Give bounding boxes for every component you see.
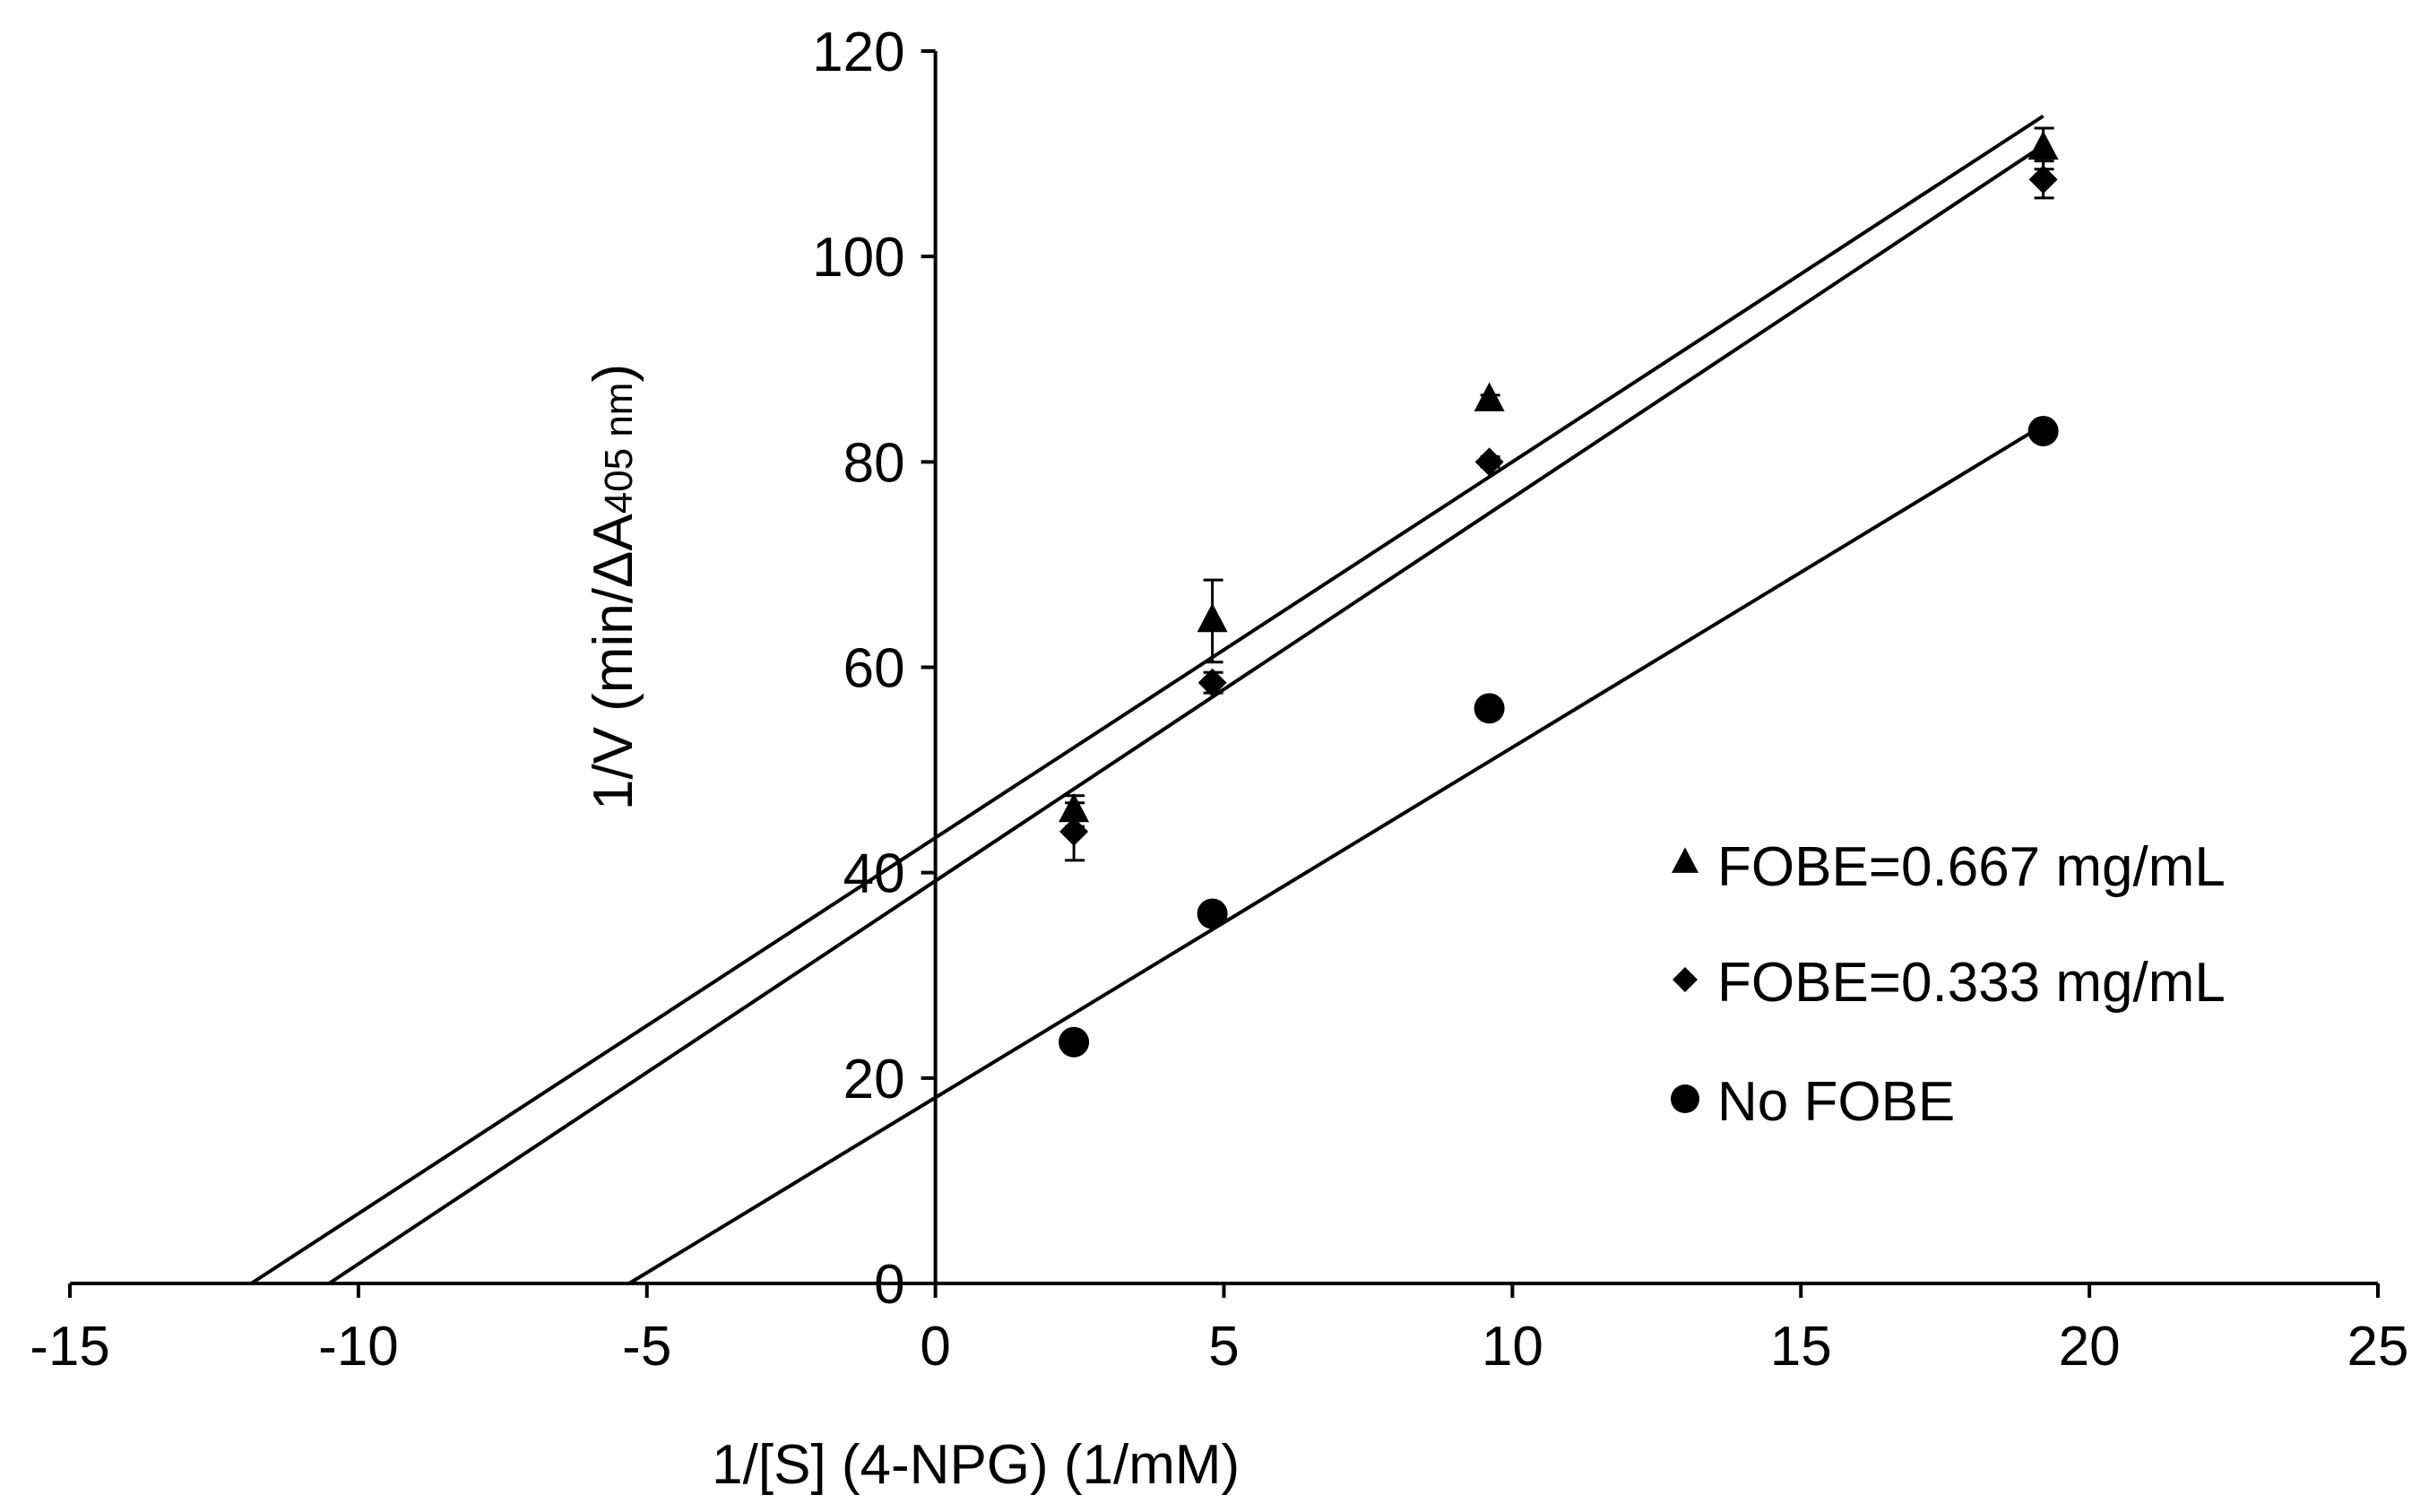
x-tick-label: 25 bbox=[2347, 1316, 2409, 1378]
y-axis-title-subscript: 405 nm bbox=[597, 383, 641, 514]
y-axis-title: 1/V (min/ΔA405 nm) bbox=[583, 364, 644, 810]
y-tick-label: 120 bbox=[812, 22, 904, 83]
fit-line-series-0 bbox=[250, 114, 2044, 1285]
x-tick-label: -15 bbox=[30, 1316, 110, 1378]
data-point-circle bbox=[1474, 693, 1505, 724]
legend-label-fobe-0333: FOBE=0.333 mg/mL bbox=[1717, 952, 2226, 1014]
legend-marker-diamond bbox=[1673, 967, 1698, 992]
data-point-circle bbox=[1197, 898, 1228, 929]
x-tick-label: 5 bbox=[1208, 1316, 1239, 1378]
y-tick-label: 100 bbox=[812, 227, 904, 289]
y-tick-label: 80 bbox=[843, 432, 905, 494]
data-points bbox=[1059, 126, 2059, 1058]
data-point-diamond bbox=[2028, 165, 2058, 194]
legend-marker-circle bbox=[1671, 1084, 1699, 1113]
data-point-diamond bbox=[1197, 668, 1227, 697]
legend-marker-triangle bbox=[1672, 847, 1699, 873]
y-tick-label: 60 bbox=[843, 638, 905, 700]
x-tick-label: 20 bbox=[2059, 1316, 2121, 1378]
y-tick-label: 20 bbox=[843, 1049, 905, 1110]
x-tick-label: 0 bbox=[920, 1316, 950, 1378]
fit-lines bbox=[250, 114, 2044, 1285]
data-point-triangle bbox=[1197, 602, 1228, 633]
x-axis-ticks: -15 -10 -5 0 5 10 15 20 25 bbox=[30, 1283, 2408, 1378]
data-point-diamond bbox=[1474, 447, 1504, 477]
data-point-circle bbox=[1059, 1026, 1090, 1058]
fit-line-series-1 bbox=[327, 143, 2044, 1285]
x-axis-title: 1/[S] (4-NPG) (1/mM) bbox=[712, 1434, 1240, 1496]
axes: -15 -10 -5 0 5 10 15 20 25 0 20 40 60 80 100 120 bbox=[30, 22, 2408, 1378]
y-tick-label: 0 bbox=[874, 1254, 904, 1316]
x-tick-label: 15 bbox=[1770, 1316, 1832, 1378]
x-tick-label: 10 bbox=[1482, 1316, 1543, 1378]
y-tick-label: 40 bbox=[843, 843, 905, 905]
y-axis-title-prefix: 1/V (min/ΔA bbox=[583, 514, 644, 810]
y-axis-ticks: 0 20 40 60 80 100 120 bbox=[812, 22, 936, 1316]
data-point-triangle bbox=[1474, 382, 1505, 411]
x-tick-label: -10 bbox=[318, 1316, 399, 1378]
legend-label-no-fobe: No FOBE bbox=[1717, 1071, 1955, 1133]
y-axis-title-suffix: ) bbox=[583, 364, 644, 383]
data-point-circle bbox=[2027, 415, 2059, 446]
legend-label-fobe-0667: FOBE=0.667 mg/mL bbox=[1717, 836, 2226, 898]
data-point-triangle bbox=[2027, 130, 2059, 160]
x-tick-label: -5 bbox=[622, 1316, 671, 1378]
data-point-diamond bbox=[1059, 816, 1089, 846]
fit-line-series-2 bbox=[627, 423, 2044, 1285]
legend: FOBE=0.667 mg/mL FOBE=0.333 mg/mL No FOB… bbox=[1671, 836, 2226, 1133]
